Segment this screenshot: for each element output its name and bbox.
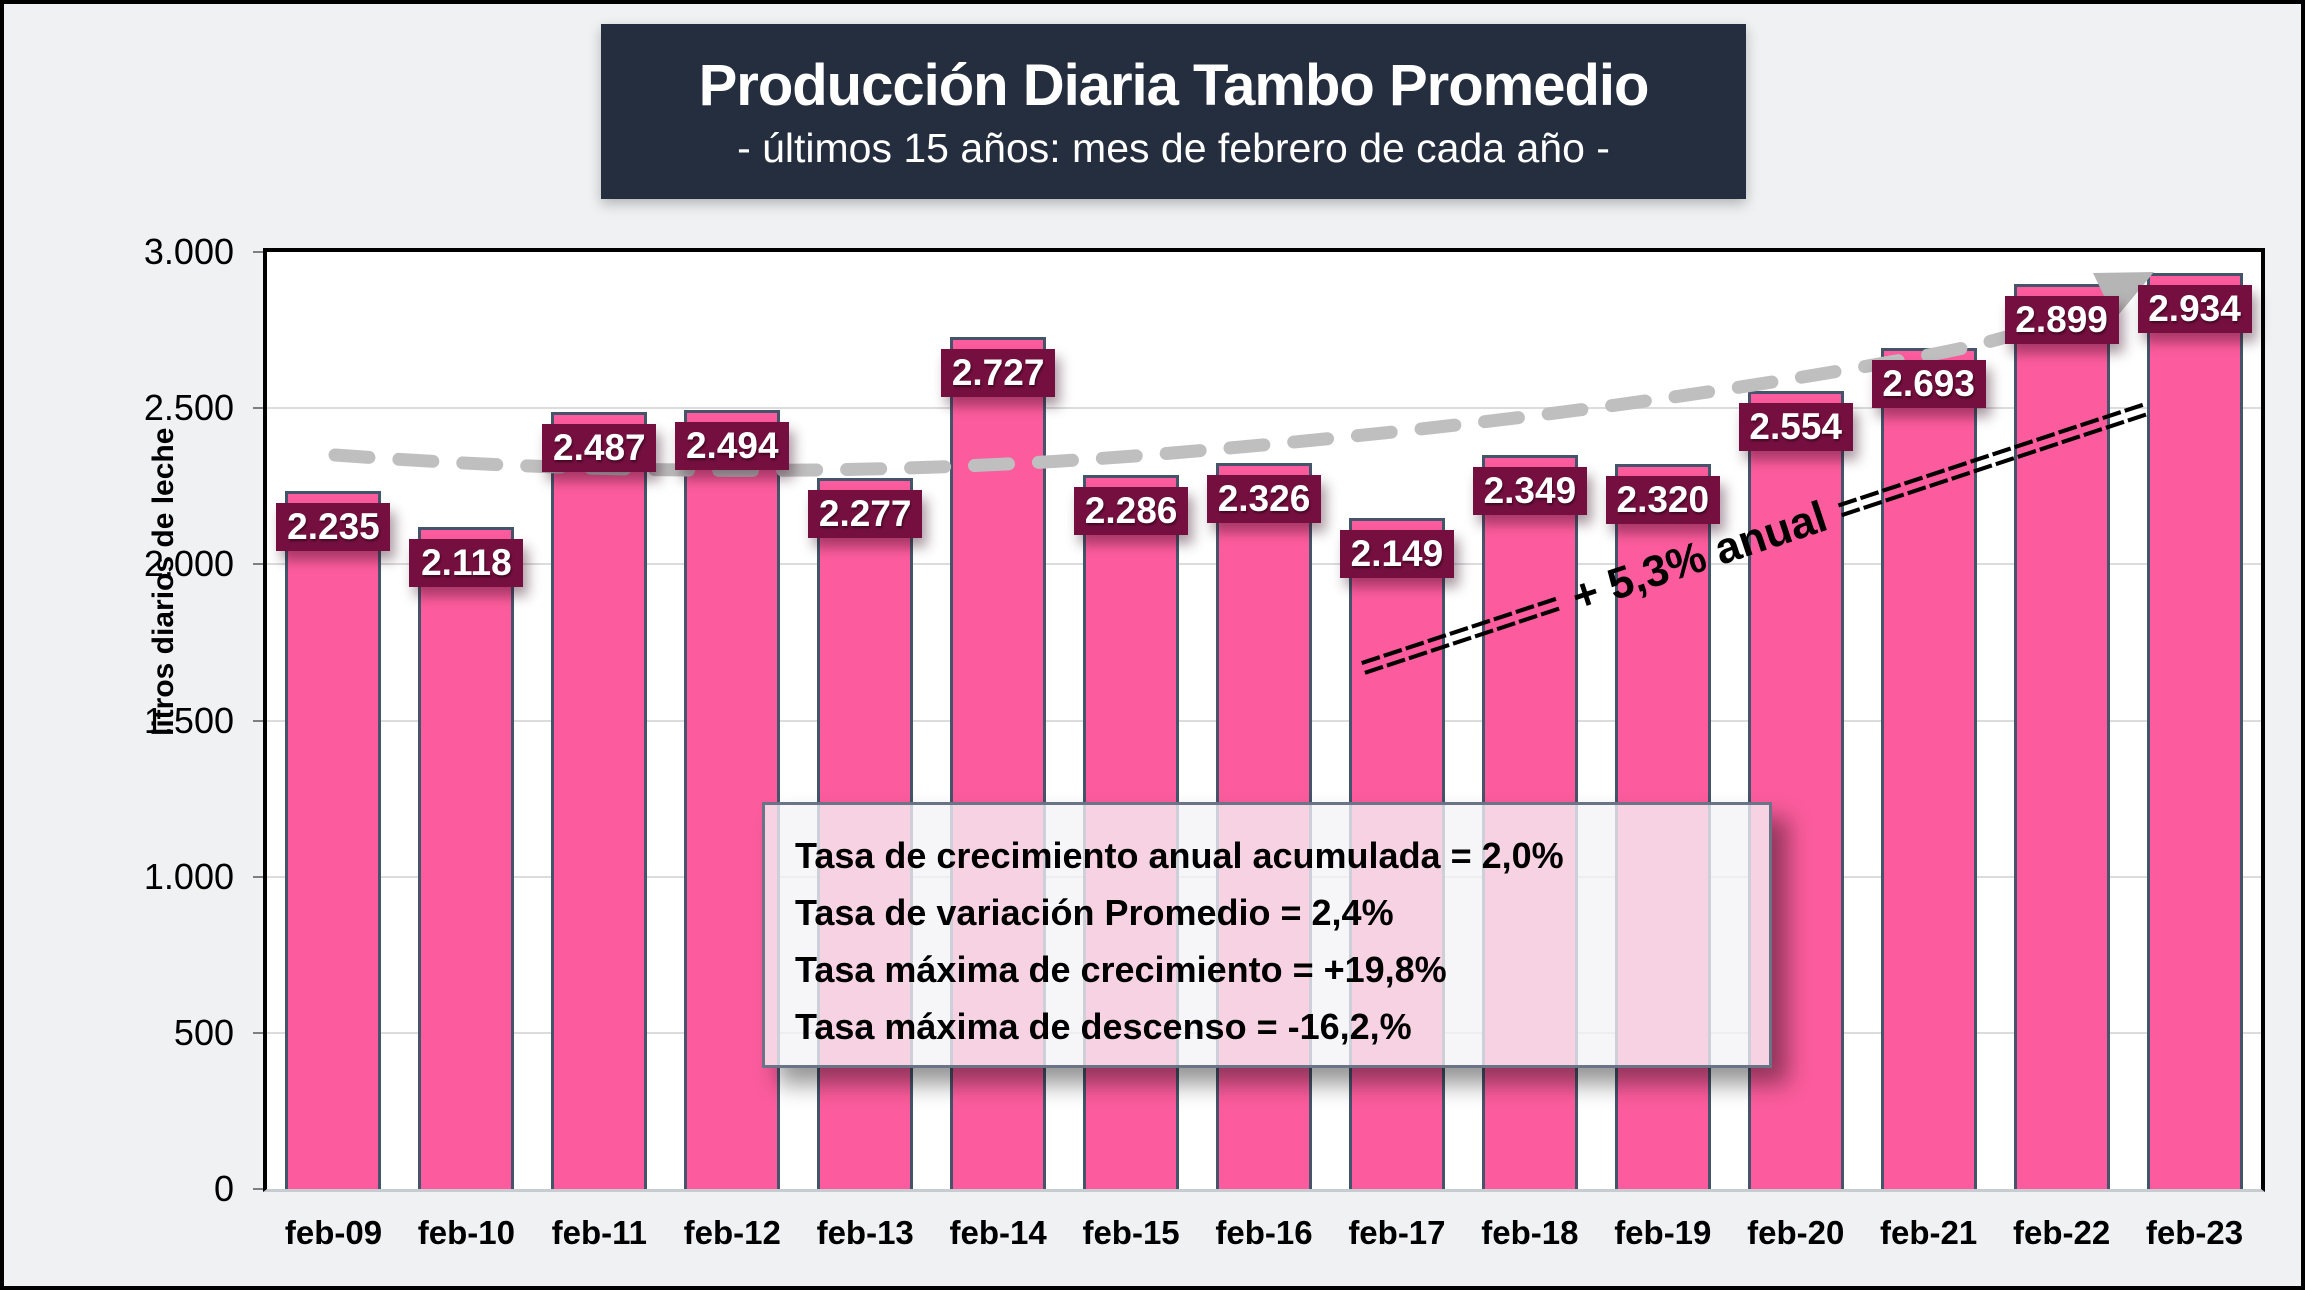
x-tick-feb-23: feb-23 [2145, 1214, 2244, 1251]
x-tick-feb-20: feb-20 [1747, 1214, 1845, 1251]
stats-line-4: Tasa máxima de descenso = -16,2,% [795, 1006, 1412, 1047]
bar-feb-23 [2146, 272, 2243, 1189]
y-tick-mark [253, 251, 267, 253]
y-tick-mark [253, 719, 267, 722]
stats-line-3: Tasa máxima de crecimiento = +19,8% [795, 949, 1447, 990]
x-tick-feb-22: feb-22 [2012, 1214, 2111, 1251]
bar-feb-21 [1880, 347, 1977, 1189]
x-tick-feb-10: feb-10 [417, 1214, 515, 1251]
bar-value-label: 2.349 [1472, 467, 1587, 516]
x-tick-feb-12: feb-12 [683, 1214, 781, 1251]
bar-value-label: 2.934 [2137, 284, 2252, 333]
bar-value-label: 2.118 [409, 539, 524, 588]
x-tick-feb-16: feb-16 [1215, 1214, 1313, 1251]
bar-value-label: 2.326 [1207, 474, 1321, 523]
y-tick-label: 1.500 [143, 699, 234, 741]
bar-value-label: 2.286 [1074, 487, 1189, 535]
bar-value-label: 2.554 [1738, 403, 1853, 452]
y-tick-label: 0 [213, 1168, 234, 1209]
y-tick-label: 2.000 [143, 543, 234, 585]
y-tick-label: 500 [173, 1011, 234, 1053]
chart-subtitle: - últimos 15 años: mes de febrero de cad… [737, 124, 1610, 171]
bar-feb-10 [418, 527, 515, 1189]
x-tick-feb-14: feb-14 [949, 1214, 1047, 1251]
bar-value-label: 2.320 [1605, 476, 1720, 525]
y-tick-mark [253, 1031, 267, 1034]
chart-title-box: Producción Diaria Tambo Promedio - últim… [601, 24, 1746, 199]
bar-value-label: 2.899 [2004, 295, 2119, 344]
bar-feb-09 [285, 490, 382, 1189]
x-tick-feb-18: feb-18 [1481, 1214, 1579, 1251]
x-tick-feb-17: feb-17 [1348, 1214, 1446, 1251]
y-tick-mark [253, 875, 267, 878]
bar-value-label: 2.149 [1339, 529, 1454, 578]
chart-title: Producción Diaria Tambo Promedio [698, 52, 1650, 118]
bar-value-label: 2.235 [276, 502, 391, 551]
y-tick-label: 3.000 [143, 231, 234, 272]
plot-area: 2.235 2.118 2.487 2.494 2.277 2.727 2.286 2.326… [263, 248, 2265, 1192]
y-tick-label: 2.500 [143, 387, 234, 429]
bar-value-label: 2.494 [675, 422, 790, 471]
bar-feb-12 [684, 410, 781, 1189]
bar-value-label: 2.487 [542, 424, 657, 473]
x-tick-feb-19: feb-19 [1614, 1214, 1712, 1251]
bar-value-label: 2.727 [941, 349, 1056, 398]
y-tick-mark [253, 407, 267, 410]
bar-feb-11 [551, 412, 648, 1189]
x-tick-feb-21: feb-21 [1880, 1214, 1978, 1251]
y-tick-mark [253, 563, 267, 566]
x-tick-feb-09: feb-09 [284, 1214, 383, 1251]
y-tick-label: 1.000 [143, 855, 234, 897]
stats-line-2: Tasa de variación Promedio = 2,4% [795, 892, 1394, 933]
stats-box: Tasa de crecimiento anual acumulada = 2,… [762, 802, 1772, 1068]
x-tick-feb-13: feb-13 [816, 1214, 914, 1251]
y-tick-mark [253, 1188, 267, 1190]
x-tick-feb-15: feb-15 [1082, 1214, 1180, 1251]
stats-line-1: Tasa de crecimiento anual acumulada = 2,… [795, 835, 1564, 876]
bar-value-label: 2.277 [808, 489, 923, 538]
x-tick-feb-11: feb-11 [551, 1214, 648, 1251]
bar-value-label: 2.693 [1871, 359, 1986, 408]
